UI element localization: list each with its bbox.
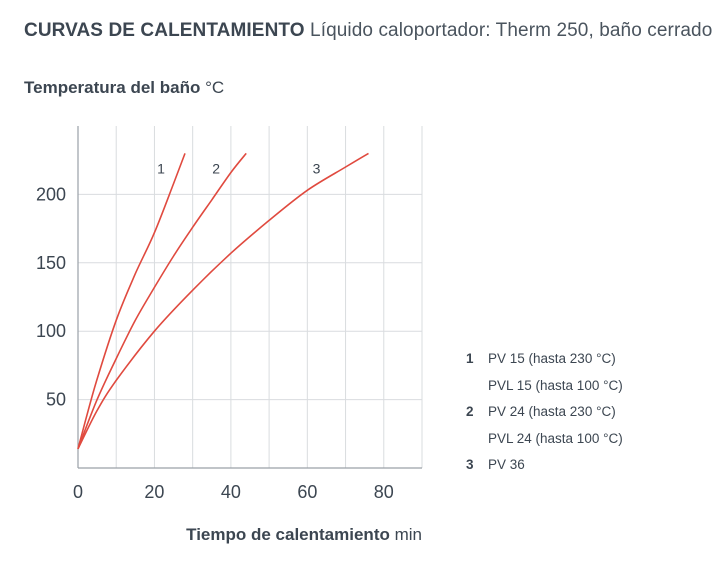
legend-text: PV 24 (hasta 230 °C) — [488, 404, 616, 419]
y-axis-unit: °C — [205, 78, 225, 97]
legend-text: PVL 24 (hasta 100 °C) — [488, 430, 623, 446]
legend-text: PV 36 — [488, 457, 525, 472]
series-label-3: 3 — [313, 160, 321, 176]
series-label-1: 1 — [157, 160, 165, 176]
chart-title: CURVAS DE CALENTAMIENTO — [24, 20, 305, 41]
y-tick-label: 150 — [36, 253, 66, 273]
y-tick-label: 200 — [36, 184, 66, 204]
legend: 1 PV 15 (hasta 230 °C) PVL 15 (hasta 100 … — [466, 349, 623, 482]
y-tick-label: 50 — [46, 390, 66, 410]
x-tick-label: 20 — [144, 482, 164, 502]
legend-number: 3 — [466, 457, 474, 472]
x-axis-label: Tiempo de calentamiento min — [186, 525, 422, 545]
series-line-3 — [77, 152, 369, 450]
legend-item: 1 PV 15 (hasta 230 °C) — [466, 349, 623, 376]
x-tick-label: 0 — [73, 482, 83, 502]
legend-item: 3 PV 36 — [466, 455, 623, 482]
legend-text: PVL 15 (hasta 100 °C) — [488, 377, 623, 393]
y-axis-title: Temperatura del baño — [24, 78, 201, 97]
x-axis-unit: min — [394, 525, 422, 544]
x-axis-title: Tiempo de calentamiento — [186, 525, 390, 544]
legend-text: PV 15 (hasta 230 °C) — [488, 351, 616, 366]
chart-subtitle: Líquido caloportador: Therm 250, baño ce… — [310, 20, 713, 41]
y-axis-label: Temperatura del baño °C — [24, 78, 224, 98]
x-tick-label: 40 — [221, 482, 241, 502]
series-line-2 — [77, 152, 247, 450]
legend-number: 2 — [466, 404, 474, 419]
y-tick-label: 100 — [36, 321, 66, 341]
x-tick-label: 60 — [297, 482, 317, 502]
x-tick-label: 80 — [374, 482, 394, 502]
series-label-2: 2 — [212, 160, 220, 176]
legend-item: 2 PV 24 (hasta 230 °C) — [466, 402, 623, 429]
legend-item: PVL 24 (hasta 100 °C) — [466, 429, 623, 456]
legend-number: 1 — [466, 351, 474, 366]
series-line-1 — [77, 153, 186, 450]
chart-title-block: CURVAS DE CALENTAMIENTO Líquido caloport… — [24, 20, 712, 42]
legend-item: PVL 15 (hasta 100 °C) — [466, 376, 623, 403]
